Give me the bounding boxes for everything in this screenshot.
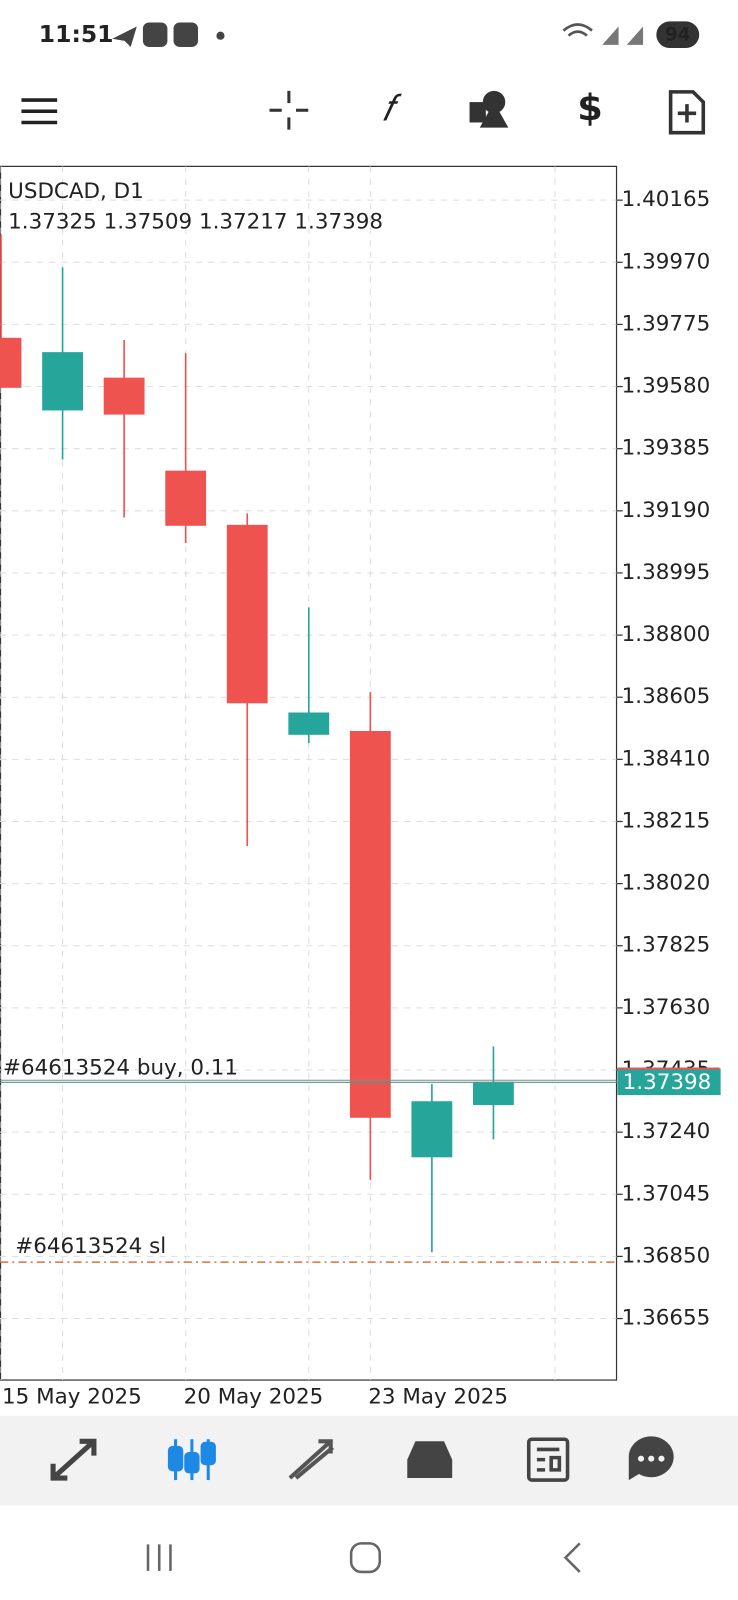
y-tick-label: 1.39190 (622, 498, 711, 523)
bottom-nav (0, 1415, 738, 1506)
objects-button[interactable] (469, 90, 509, 128)
y-tick-label: 1.37825 (622, 933, 711, 958)
candle-body (473, 1081, 514, 1106)
signal-icon (602, 26, 644, 45)
candle-body (165, 470, 207, 526)
new-order-button[interactable] (668, 90, 706, 135)
candle-body (42, 352, 83, 411)
y-tick-label: 1.37630 (622, 995, 711, 1020)
y-tick-label: 1.37045 (622, 1181, 711, 1206)
y-tick-label: 1.39580 (622, 374, 711, 399)
chat-tab[interactable] (628, 1436, 674, 1481)
trade-button[interactable]: $ (577, 87, 603, 130)
price-tag (617, 1068, 721, 1096)
candle-body (103, 377, 145, 415)
candle-body (411, 1101, 453, 1158)
open-value: 1.37325 (8, 210, 97, 235)
telegram-icon (112, 26, 137, 47)
current-price: 1.37398 (623, 1070, 712, 1095)
y-tick-label: 1.39970 (622, 249, 711, 274)
low-value: 1.37217 (199, 210, 288, 235)
news-tab[interactable] (526, 1437, 570, 1482)
menu-button[interactable] (21, 98, 58, 125)
y-tick-label: 1.38215 (622, 808, 711, 833)
order-label: #64613524 buy, 0.11 (3, 1056, 238, 1081)
y-tick-label: 1.37240 (622, 1119, 711, 1144)
app-icon (173, 22, 199, 47)
x-tick-label: 23 May 2025 (368, 1384, 508, 1409)
candle-body (226, 524, 268, 704)
app-icon (142, 22, 168, 47)
sl-label: #64613524 sl (15, 1234, 166, 1259)
y-tick-label: 1.38605 (622, 684, 711, 709)
ohlc-readout: 1.37325 1.37509 1.37217 1.37398 (8, 210, 383, 235)
recents-button[interactable] (146, 1544, 172, 1571)
crosshair-button[interactable] (269, 90, 309, 130)
chart-title: USDCAD, D1 (8, 179, 144, 204)
home-button[interactable] (349, 1542, 381, 1574)
y-tick-label: 1.38800 (622, 622, 711, 647)
y-tick-label: 1.39775 (622, 311, 711, 336)
y-tick-label: 1.40165 (622, 187, 711, 212)
wifi-icon (562, 23, 593, 37)
y-tick-label: 1.36850 (622, 1243, 711, 1268)
battery (656, 21, 700, 48)
status-time: 11:51 (39, 20, 114, 48)
y-tick-label: 1.36655 (622, 1306, 711, 1331)
y-tick-label: 1.39385 (622, 436, 711, 461)
x-tick-label: 15 May 2025 (2, 1384, 142, 1409)
x-tick-label: 20 May 2025 (184, 1384, 324, 1409)
candle-body (349, 730, 391, 1118)
high-value: 1.37509 (104, 210, 193, 235)
dot-icon (216, 31, 225, 40)
y-tick-label: 1.38995 (622, 560, 711, 585)
candle-body (0, 337, 22, 388)
battery-level: 94 (665, 25, 691, 46)
trade-tab[interactable] (288, 1439, 335, 1480)
back-button[interactable] (563, 1542, 581, 1573)
candle-body (288, 712, 330, 735)
y-tick-label: 1.38410 (622, 746, 711, 771)
chart-tab[interactable] (167, 1439, 216, 1481)
history-tab[interactable] (407, 1441, 453, 1479)
close-value: 1.37398 (294, 210, 383, 235)
y-tick-label: 1.38020 (622, 871, 711, 896)
quotes-tab[interactable] (50, 1438, 97, 1481)
